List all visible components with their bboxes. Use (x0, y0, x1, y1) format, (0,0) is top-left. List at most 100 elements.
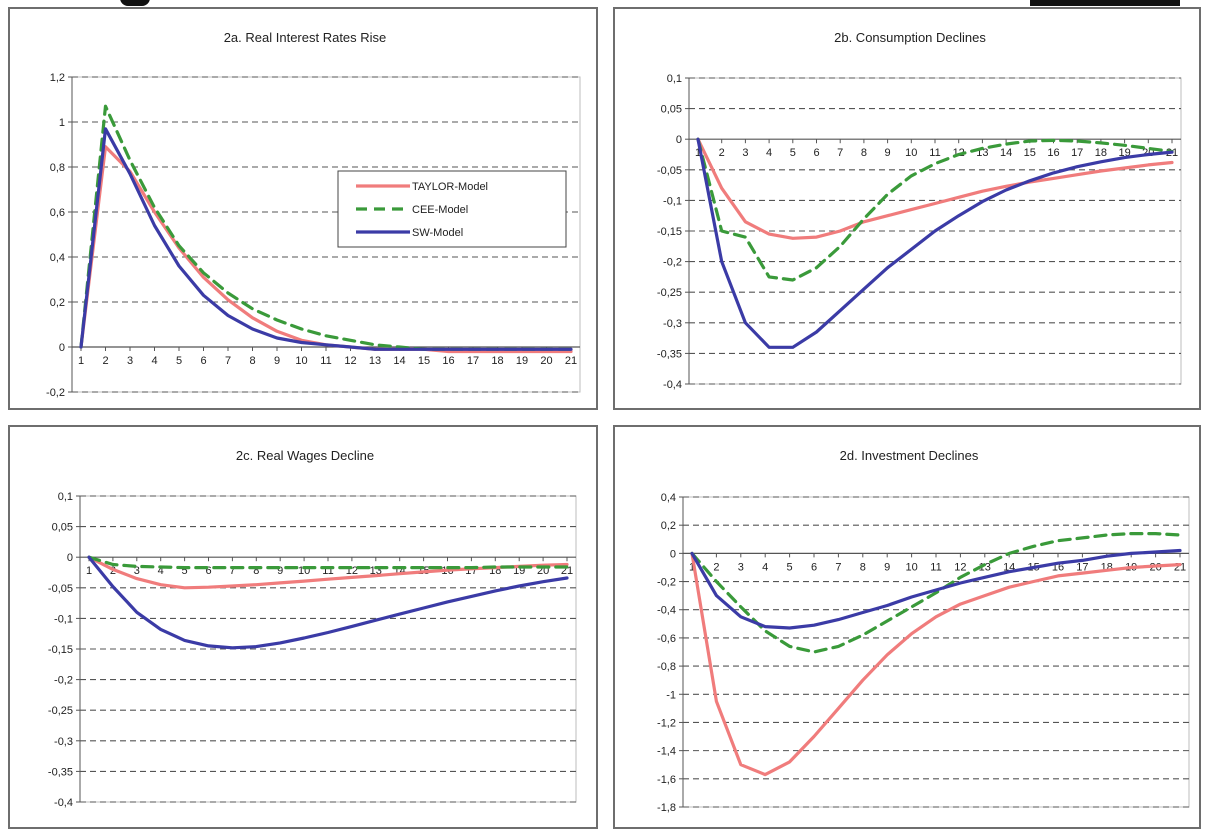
x-tick-label: 18 (1095, 147, 1107, 159)
y-tick-label: -1 (666, 689, 676, 701)
chart-panel-2b: 2b. Consumption Declines -0,4 -0,35 -0,3 -0,… (613, 7, 1201, 410)
clipped-header-glyph (1030, 0, 1180, 6)
x-tick-label: 13 (369, 355, 381, 367)
x-tick-label: 12 (954, 561, 966, 573)
x-tick-label: 8 (861, 147, 867, 159)
series-line-taylor-model (696, 137, 1174, 240)
y-tick-label: 0,2 (661, 520, 676, 532)
x-tick-label: 18 (491, 355, 503, 367)
x-tick-label: 16 (442, 355, 454, 367)
y-tick-label: -0,35 (48, 766, 73, 778)
x-tick-label: 7 (225, 355, 231, 367)
x-tick-label: 3 (738, 561, 744, 573)
x-tick-label: 5 (790, 147, 796, 159)
chart-panel-2d: 2d. Investment Declines -1,8 -1,6 -1,4 -1,2 -… (613, 425, 1201, 829)
chart-panel-2c: 2c. Real Wages Decline -0,4 -0,35 -0,3 -0,25… (8, 425, 598, 829)
series-line-cee-model (690, 531, 1182, 654)
y-tick-label: 0 (67, 552, 73, 564)
y-tick-label: -0,35 (657, 348, 682, 360)
legend-label: CEE-Model (412, 204, 468, 216)
x-tick-label: 2 (102, 355, 108, 367)
series-line-cee-model (696, 137, 1174, 282)
y-tick-label: -0,15 (48, 644, 73, 656)
y-tick-label: -1,8 (657, 802, 676, 814)
series-line-sw-model (690, 548, 1182, 630)
chart-title: 2a. Real Interest Rates Rise (224, 30, 387, 45)
y-tick-label: 0,4 (661, 492, 676, 504)
chart-2b-svg: 2b. Consumption Declines -0,4 -0,35 -0,3 -0,… (657, 30, 1182, 391)
x-tick-label: 3 (742, 147, 748, 159)
series-line-cee-model (87, 555, 569, 570)
x-tick-label: 5 (182, 565, 188, 577)
series-line-sw-model (87, 555, 569, 650)
y-tick-label: 0,1 (58, 491, 73, 503)
x-tick-label: 8 (253, 565, 259, 577)
y-tick-label: 0 (676, 134, 682, 146)
x-tick-label: 9 (884, 561, 890, 573)
x-tick-label: 3 (127, 355, 133, 367)
clipped-header-glyph (120, 0, 150, 6)
y-tick-label: -0,1 (54, 613, 73, 625)
y-tick-label: -1,2 (657, 717, 676, 729)
x-tick-label: 2 (719, 147, 725, 159)
chart-title: 2b. Consumption Declines (834, 30, 986, 45)
x-tick-label: 8 (860, 561, 866, 573)
x-tick-label: 1 (78, 355, 84, 367)
x-tick-label: 6 (200, 355, 206, 367)
x-tick-label: 6 (813, 147, 819, 159)
chart-title: 2c. Real Wages Decline (236, 448, 374, 463)
x-tick-label: 6 (205, 565, 211, 577)
y-tick-label: 1 (59, 117, 65, 129)
y-tick-label: 0 (670, 548, 676, 560)
x-tick-label: 7 (835, 561, 841, 573)
y-tick-label: -0,4 (663, 379, 682, 391)
x-tick-label: 3 (134, 565, 140, 577)
x-tick-label: 10 (295, 355, 307, 367)
y-tick-label: -1,4 (657, 746, 676, 758)
chart-title: 2d. Investment Declines (840, 448, 979, 463)
y-tick-label: -0,4 (54, 797, 73, 809)
y-tick-label: 0,8 (50, 162, 65, 174)
x-tick-label: 7 (837, 147, 843, 159)
y-tick-label: -0,3 (663, 318, 682, 330)
y-tick-label: 0,1 (667, 73, 682, 85)
legend-label: SW-Model (412, 227, 463, 239)
x-tick-label: 14 (1000, 147, 1012, 159)
y-tick-label: -0,4 (657, 605, 676, 617)
series-line-taylor-model (690, 551, 1182, 777)
x-tick-label: 8 (249, 355, 255, 367)
x-tick-label: 5 (176, 355, 182, 367)
y-tick-label: -0,2 (46, 387, 65, 399)
y-tick-label: 0,4 (50, 252, 65, 264)
y-tick-label: -0,1 (663, 195, 682, 207)
x-tick-label: 11 (930, 561, 941, 573)
y-tick-label: 0,05 (52, 522, 73, 534)
x-tick-label: 5 (787, 561, 793, 573)
y-tick-label: -0,05 (657, 165, 682, 177)
chart-2d-svg: 2d. Investment Declines -1,8 -1,6 -1,4 -1,2 -… (657, 448, 1190, 814)
y-tick-label: 0,05 (661, 104, 682, 116)
x-tick-label: 7 (229, 565, 235, 577)
x-tick-label: 20 (540, 355, 552, 367)
x-tick-label: 16 (1047, 147, 1059, 159)
x-tick-label: 9 (277, 565, 283, 577)
y-tick-label: 1,2 (50, 72, 65, 84)
x-tick-label: 4 (766, 147, 772, 159)
x-tick-label: 19 (516, 355, 528, 367)
plot-area (682, 496, 1190, 808)
y-tick-label: -0,2 (657, 577, 676, 589)
y-tick-label: -0,3 (54, 736, 73, 748)
x-tick-label: 6 (811, 561, 817, 573)
y-tick-label: 0,2 (50, 297, 65, 309)
x-tick-label: 1 (689, 561, 695, 573)
x-tick-label: 4 (151, 355, 157, 367)
series-line-sw-model (79, 127, 573, 351)
x-tick-label: 17 (467, 355, 479, 367)
y-tick-label: -1,6 (657, 774, 676, 786)
x-tick-label: 15 (418, 355, 430, 367)
series-line-sw-model (696, 137, 1174, 349)
y-tick-label: -0,8 (657, 661, 676, 673)
x-tick-label: 11 (320, 355, 331, 367)
x-tick-label: 4 (762, 561, 768, 573)
chart-2c-svg: 2c. Real Wages Decline-0,4-0,35-0,3-0,25… (48, 448, 577, 809)
